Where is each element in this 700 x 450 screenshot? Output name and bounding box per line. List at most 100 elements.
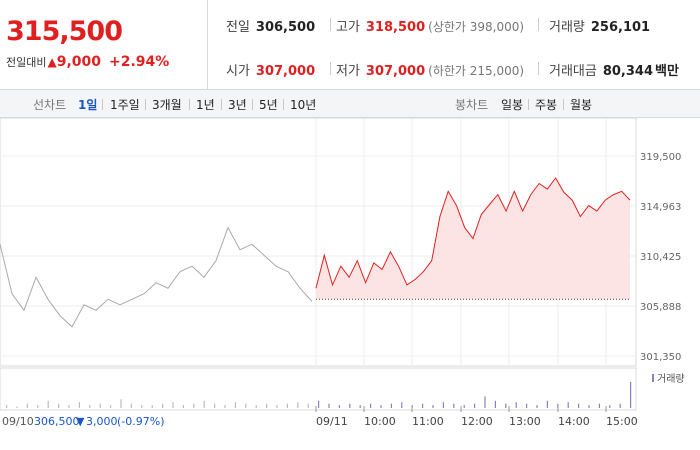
intraday-line <box>315 177 631 289</box>
period-1w-button[interactable]: 1주일 <box>110 98 140 112</box>
quote-header: 315,500 전일대비▲9,000 +2.94% 전일 306,500 고가 318… <box>0 0 700 90</box>
volume-bar <box>422 403 424 408</box>
y-tick-label: 310,425 <box>640 252 681 263</box>
candle-monthly-button[interactable]: 월봉 <box>570 98 593 112</box>
volume-bar <box>598 403 600 408</box>
volume-bar <box>463 405 465 408</box>
down-arrow-icon: ▼ <box>76 415 85 428</box>
candle-weekly-button[interactable]: 주봉 <box>535 98 558 112</box>
prev-session-pct: (-0.97%) <box>117 415 165 428</box>
stat-upper-limit: (상한가 398,000) <box>428 20 525 34</box>
volume-bar <box>442 402 444 408</box>
stat-amount-label: 거래대금 <box>549 64 597 79</box>
stat-amount: 거래대금 80,344 백만 <box>549 60 679 79</box>
volume-bar <box>307 403 309 408</box>
chart-toolbar: 선차트 1일 1주일 3개월 1년 3년 5년 10년 봉차트 일봉 주봉 월봉 <box>0 90 700 118</box>
prev-session-line <box>0 226 313 328</box>
candle-daily-button[interactable]: 일봉 <box>501 98 524 112</box>
volume-bar <box>318 400 320 408</box>
volume-bar <box>630 382 632 408</box>
change-value: 9,000 <box>56 54 102 70</box>
stat-high-label: 고가 <box>336 20 360 35</box>
volume-bar <box>16 406 18 408</box>
volume-bar <box>297 402 299 408</box>
volume-bar <box>588 405 590 408</box>
stat-low: 저가 307,000 (하한가 215,000) <box>336 60 524 79</box>
volume-bar <box>609 405 611 408</box>
x-tick-label: 14:00 <box>558 415 590 428</box>
y-tick-label: 305,888 <box>640 302 681 313</box>
period-1d-button[interactable]: 1일 <box>78 98 98 112</box>
stat-amount-value: 80,344 <box>602 64 654 79</box>
volume-bar <box>151 405 153 408</box>
volume-bar <box>214 403 216 408</box>
divider <box>538 18 539 31</box>
stat-high-value: 318,500 <box>365 20 426 35</box>
change-percent: +2.94% <box>109 54 170 70</box>
divider <box>283 99 284 110</box>
stats-panel: 전일 306,500 고가 318,500 (상한가 398,000) 거래량 256,… <box>208 0 700 90</box>
stat-high: 고가 318,500 (상한가 398,000) <box>336 16 524 35</box>
price-box: 315,500 전일대비▲9,000 +2.94% <box>0 0 208 90</box>
volume-bar <box>89 405 91 408</box>
x-tick-label: 11:00 <box>412 415 444 428</box>
volume-bar <box>141 405 143 408</box>
prev-session-date: 09/10 <box>2 415 34 428</box>
divider <box>528 99 529 110</box>
volume-bar <box>110 405 112 408</box>
volume-bar <box>162 403 164 408</box>
period-3m-button[interactable]: 3개월 <box>152 98 182 112</box>
stat-prev: 전일 306,500 <box>226 16 315 35</box>
volume-bar <box>401 402 403 408</box>
volume-bar <box>68 405 70 408</box>
volume-bar <box>78 402 80 408</box>
divider <box>538 62 539 75</box>
stat-low-value: 307,000 <box>365 64 426 79</box>
divider <box>189 99 190 110</box>
change-label: 전일대비 <box>6 56 47 69</box>
volume-bar <box>484 396 486 408</box>
volume-bar <box>546 400 548 408</box>
volume-bar <box>286 403 288 408</box>
volume-bar <box>453 403 455 408</box>
period-3y-button[interactable]: 3년 <box>228 98 247 112</box>
volume-bar <box>557 403 559 408</box>
volume-bar <box>172 402 174 408</box>
current-price: 315,500 <box>6 16 123 47</box>
period-5y-button[interactable]: 5년 <box>259 98 278 112</box>
volume-legend: 거래량 <box>657 373 685 385</box>
y-tick-label: 301,350 <box>640 352 681 363</box>
volume-bar <box>515 402 517 408</box>
x-tick-label: 15:00 <box>606 415 638 428</box>
volume-bar <box>120 399 122 408</box>
divider <box>221 99 222 110</box>
prev-session-close: 306,500 <box>34 415 80 428</box>
volume-bar <box>245 403 247 408</box>
volume-bar <box>328 403 330 408</box>
divider <box>330 62 331 75</box>
line-chart-label: 선차트 <box>33 98 67 112</box>
volume-bar <box>58 403 60 408</box>
period-1y-button[interactable]: 1년 <box>196 98 215 112</box>
volume-bar <box>536 405 538 408</box>
stat-lower-limit: (하한가 215,000) <box>428 64 525 78</box>
volume-bar <box>276 405 278 408</box>
period-10y-button[interactable]: 10년 <box>290 98 317 112</box>
divider <box>252 99 253 110</box>
volume-bars <box>6 382 632 408</box>
change-row: 전일대비▲9,000 +2.94% <box>6 54 169 70</box>
y-axis: 319,500 314,963 310,425 305,888 301,350 <box>640 152 681 363</box>
volume-bar <box>255 405 257 408</box>
x-tick-label: 13:00 <box>509 415 541 428</box>
volume-bar <box>234 402 236 408</box>
divider <box>330 18 331 31</box>
volume-bar <box>578 403 580 408</box>
volume-bar <box>505 403 507 408</box>
x-tick-label: 12:00 <box>461 415 493 428</box>
volume-bar <box>193 403 195 408</box>
stat-prev-label: 전일 <box>226 20 250 35</box>
stat-open-value: 307,000 <box>255 64 316 79</box>
stat-low-label: 저가 <box>336 64 360 79</box>
volume-bar <box>203 400 205 408</box>
